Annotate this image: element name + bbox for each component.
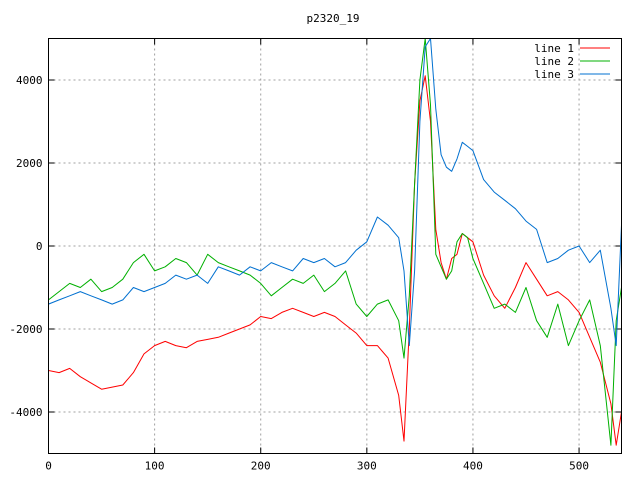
axis-ticks: 0 100 200 300 400 500 -4000 -2000 0 2000 4000 bbox=[9, 38, 622, 473]
x-tick-label: 500 bbox=[569, 460, 589, 473]
series-lines bbox=[48, 38, 622, 446]
y-tick-label: -2000 bbox=[9, 323, 42, 336]
legend-label-3: line 3 bbox=[534, 68, 574, 81]
y-tick-label: 2000 bbox=[16, 157, 43, 170]
series-line-1 bbox=[48, 75, 622, 446]
grid bbox=[48, 38, 622, 454]
x-tick-label: 300 bbox=[357, 460, 377, 473]
series-line-2 bbox=[48, 38, 622, 446]
x-tick-label: 100 bbox=[145, 460, 165, 473]
legend-label-2: line 2 bbox=[534, 55, 574, 68]
legend-label-1: line 1 bbox=[534, 42, 574, 55]
y-tick-label: 0 bbox=[36, 240, 43, 253]
x-tick-label: 400 bbox=[463, 460, 483, 473]
y-tick-label: 4000 bbox=[16, 74, 43, 87]
x-tick-label: 200 bbox=[251, 460, 271, 473]
chart-title: p2320_19 bbox=[307, 12, 360, 25]
plot-frame bbox=[48, 38, 622, 454]
series-line-3 bbox=[48, 38, 622, 347]
y-tick-label: -4000 bbox=[9, 406, 42, 419]
x-tick-label: 0 bbox=[45, 460, 52, 473]
